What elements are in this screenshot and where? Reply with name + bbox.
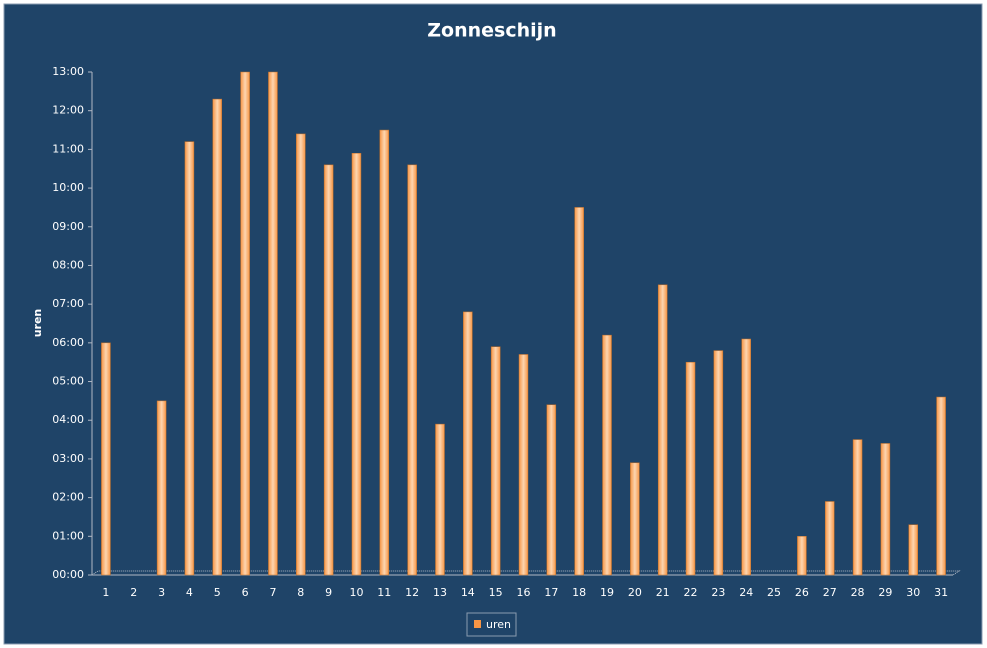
bar: [518, 354, 529, 576]
x-tick-label: 11: [377, 586, 391, 599]
x-tick-label: 15: [489, 586, 503, 599]
bar: [490, 346, 501, 576]
x-tick-label: 7: [269, 586, 276, 599]
bar: [268, 71, 278, 576]
y-tick-label: 08:00: [52, 258, 84, 271]
bar: [713, 350, 724, 576]
x-tick-label: 8: [297, 586, 304, 599]
x-tick-label: 28: [851, 586, 865, 599]
x-tick-label: 29: [878, 586, 892, 599]
bar: [936, 396, 946, 576]
y-axis-title: uren: [31, 309, 44, 338]
x-tick-label: 1: [102, 586, 109, 599]
x-tick-label: 4: [186, 586, 193, 599]
x-tick-label: 31: [934, 586, 948, 599]
bar: [630, 462, 640, 576]
x-tick-label: 9: [325, 586, 332, 599]
bar: [184, 141, 195, 576]
bar: [379, 129, 390, 576]
y-tick-label: 03:00: [52, 452, 84, 465]
x-tick-label: 27: [823, 586, 837, 599]
y-tick-label: 02:00: [52, 491, 84, 504]
y-tick-label: 07:00: [52, 297, 84, 310]
x-tick-label: 21: [656, 586, 670, 599]
legend: [466, 612, 517, 637]
y-tick-label: 00:00: [52, 568, 84, 581]
x-tick-label: 6: [242, 586, 249, 599]
bar: [880, 443, 891, 576]
x-tick-label: 2: [130, 586, 137, 599]
bar: [741, 338, 751, 576]
bar: [908, 524, 918, 576]
bar: [240, 71, 250, 576]
x-tick-label: 17: [544, 586, 558, 599]
bar: [435, 423, 445, 576]
x-tick-label: 5: [214, 586, 221, 599]
y-tick-label: 12:00: [52, 104, 84, 117]
x-tick-label: 24: [739, 586, 753, 599]
x-tick-label: 13: [433, 586, 447, 599]
y-tick-label: 11:00: [52, 142, 84, 155]
bar: [797, 536, 807, 576]
x-tick-label: 23: [711, 586, 725, 599]
bar: [852, 439, 863, 576]
y-tick-label: 06:00: [52, 336, 84, 349]
y-tick-label: 04:00: [52, 413, 84, 426]
bar: [657, 284, 668, 576]
bar: [212, 98, 223, 576]
legend-swatch: [474, 620, 481, 628]
x-tick-label: 16: [517, 586, 531, 599]
bar: [156, 400, 167, 576]
bar: [323, 164, 334, 576]
x-tick-label: 22: [684, 586, 698, 599]
x-tick-label: 10: [349, 586, 363, 599]
x-tick-label: 14: [461, 586, 475, 599]
y-tick-label: 09:00: [52, 220, 84, 233]
x-tick-label: 18: [572, 586, 586, 599]
bar: [546, 404, 557, 576]
y-tick-label: 10:00: [52, 181, 84, 194]
legend-label: uren: [486, 618, 511, 631]
bar: [602, 334, 612, 576]
bar: [685, 361, 696, 576]
x-tick-label: 30: [906, 586, 920, 599]
y-tick-label: 13:00: [52, 65, 84, 78]
bar: [351, 153, 362, 576]
x-tick-label: 26: [795, 586, 809, 599]
bar: [574, 207, 584, 576]
y-tick-label: 05:00: [52, 375, 84, 388]
x-tick-label: 19: [600, 586, 614, 599]
bar: [296, 133, 306, 576]
x-tick-label: 25: [767, 586, 781, 599]
x-tick-label: 3: [158, 586, 165, 599]
x-tick-label: 12: [405, 586, 419, 599]
y-tick-label: 01:00: [52, 529, 84, 542]
bar: [824, 501, 835, 576]
bar: [407, 164, 417, 576]
x-tick-label: 20: [628, 586, 642, 599]
bar: [463, 311, 473, 576]
bar: [101, 342, 111, 576]
chart-title: Zonneschijn: [427, 20, 556, 42]
